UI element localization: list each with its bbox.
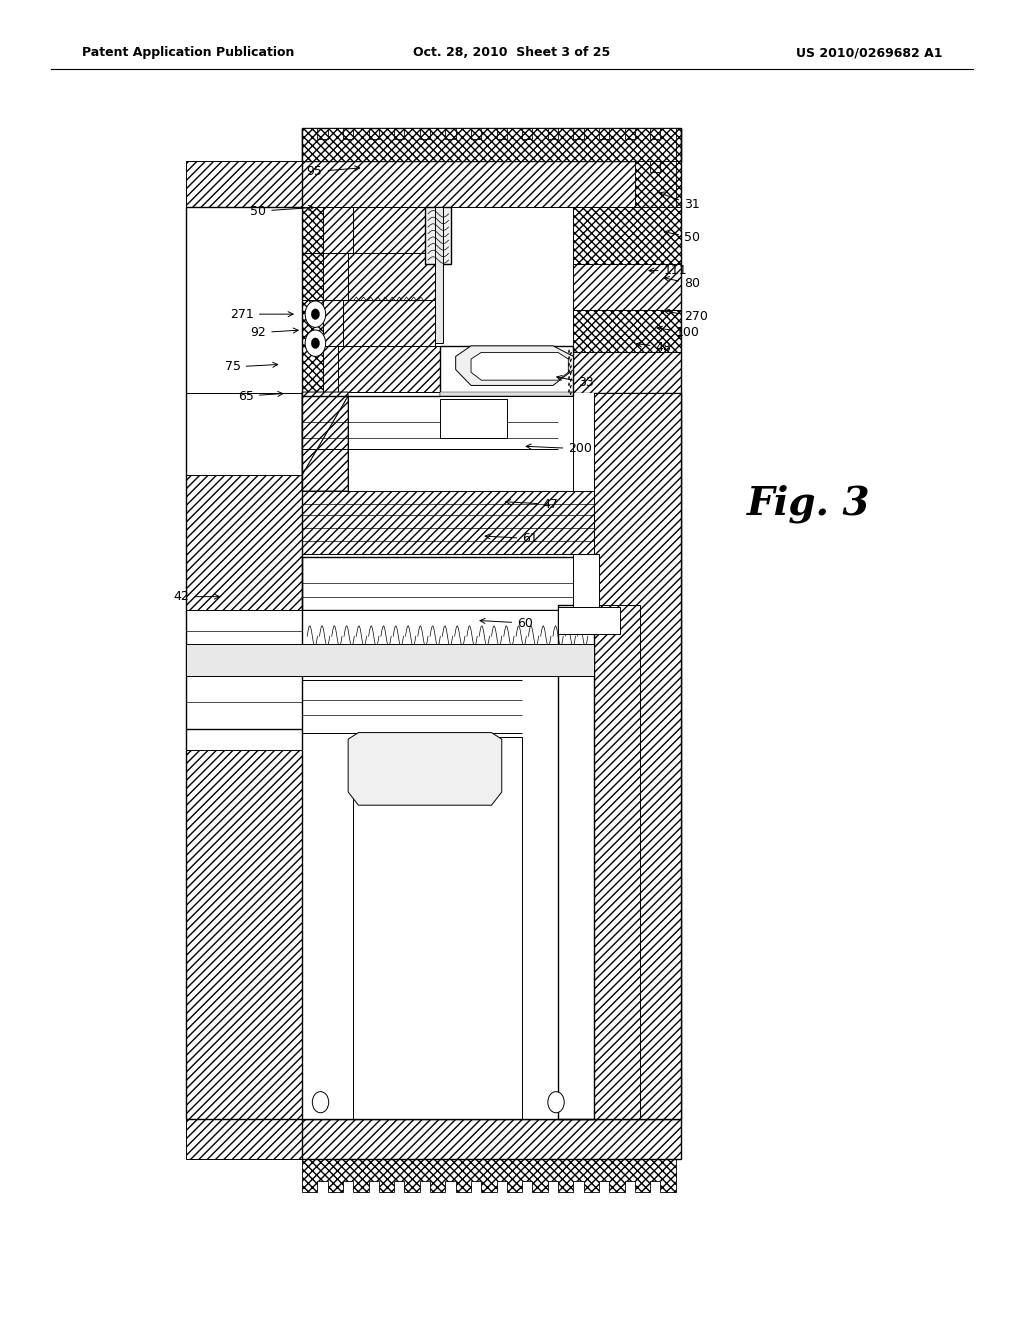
- Polygon shape: [635, 161, 676, 207]
- Bar: [186, 393, 302, 1119]
- Bar: [302, 253, 404, 300]
- Text: 100: 100: [657, 326, 699, 339]
- Bar: [302, 1119, 681, 1159]
- Bar: [348, 396, 573, 491]
- Bar: [302, 207, 435, 253]
- Text: 42: 42: [174, 590, 219, 603]
- Text: 271: 271: [230, 308, 293, 321]
- Bar: [302, 346, 374, 392]
- Bar: [186, 750, 302, 1119]
- Bar: [558, 607, 620, 634]
- Polygon shape: [302, 128, 676, 161]
- Bar: [302, 610, 594, 663]
- Bar: [186, 475, 302, 610]
- Bar: [635, 161, 681, 207]
- Text: 111: 111: [649, 264, 687, 277]
- Bar: [435, 207, 443, 343]
- Text: US 2010/0269682 A1: US 2010/0269682 A1: [796, 46, 942, 59]
- Text: 47: 47: [506, 498, 559, 511]
- Polygon shape: [343, 300, 435, 346]
- Circle shape: [305, 330, 326, 356]
- Bar: [573, 207, 681, 264]
- Bar: [573, 264, 681, 310]
- Text: 33: 33: [557, 375, 594, 389]
- Bar: [573, 554, 599, 607]
- Circle shape: [311, 309, 319, 319]
- Text: 80: 80: [665, 277, 700, 290]
- Text: 92: 92: [251, 326, 298, 339]
- Bar: [302, 300, 323, 346]
- Bar: [425, 207, 451, 264]
- Text: Oct. 28, 2010  Sheet 3 of 25: Oct. 28, 2010 Sheet 3 of 25: [414, 46, 610, 59]
- Bar: [353, 737, 522, 1119]
- Text: 200: 200: [526, 442, 592, 455]
- Text: 95: 95: [306, 165, 359, 178]
- Bar: [302, 161, 681, 207]
- Bar: [594, 605, 640, 1119]
- Bar: [186, 1119, 302, 1159]
- Bar: [302, 300, 389, 346]
- Text: Patent Application Publication: Patent Application Publication: [82, 46, 294, 59]
- Bar: [573, 310, 681, 352]
- Polygon shape: [302, 396, 348, 491]
- Text: 75: 75: [224, 360, 278, 374]
- Polygon shape: [456, 346, 573, 385]
- Bar: [186, 161, 302, 207]
- Text: 65: 65: [238, 389, 283, 403]
- Circle shape: [548, 1092, 564, 1113]
- Text: 50: 50: [665, 231, 700, 244]
- Bar: [302, 393, 594, 1119]
- Bar: [302, 393, 681, 1119]
- Bar: [573, 352, 681, 396]
- Circle shape: [311, 338, 319, 348]
- Text: 60: 60: [480, 616, 534, 630]
- Bar: [186, 644, 594, 676]
- Text: 50: 50: [250, 205, 313, 218]
- Polygon shape: [348, 733, 502, 805]
- Text: 270: 270: [665, 309, 708, 323]
- Circle shape: [305, 301, 326, 327]
- Bar: [302, 253, 323, 300]
- Bar: [302, 346, 323, 392]
- Bar: [558, 605, 594, 1119]
- Polygon shape: [302, 1159, 676, 1192]
- Polygon shape: [353, 207, 425, 253]
- Polygon shape: [302, 392, 348, 475]
- Polygon shape: [348, 253, 435, 300]
- Polygon shape: [440, 392, 573, 396]
- Text: 48: 48: [637, 341, 672, 354]
- Text: 61: 61: [485, 532, 538, 545]
- Text: 31: 31: [659, 191, 699, 211]
- Bar: [302, 557, 594, 610]
- Bar: [302, 207, 323, 253]
- Polygon shape: [338, 346, 440, 392]
- Polygon shape: [440, 346, 573, 396]
- Bar: [440, 399, 507, 438]
- Polygon shape: [471, 352, 568, 380]
- Bar: [594, 393, 681, 1119]
- Text: Fig. 3: Fig. 3: [748, 484, 870, 524]
- Circle shape: [312, 1092, 329, 1113]
- Bar: [302, 128, 681, 161]
- Polygon shape: [302, 491, 594, 554]
